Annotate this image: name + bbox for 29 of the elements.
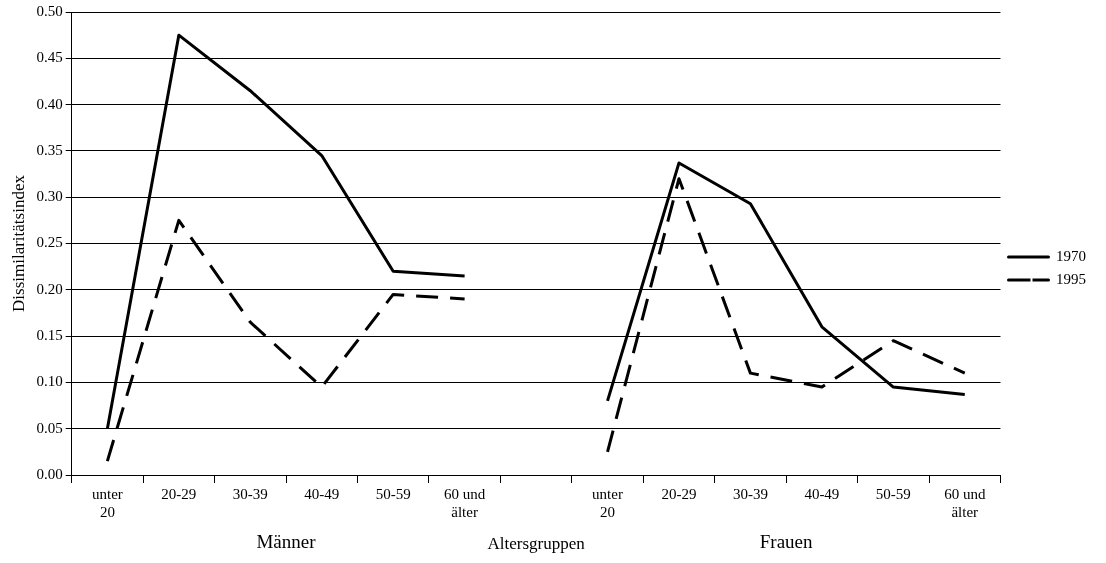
x-tick-label: 40-49 (804, 485, 840, 502)
x-tick-label: unter 20 (592, 485, 623, 520)
y-tick-label: 0.10 (36, 373, 63, 390)
x-tick-label: 60 und älter (944, 485, 986, 520)
x-tick-label: 30-39 (732, 485, 768, 502)
x-tick-label: 60 und älter (444, 485, 486, 520)
legend-label: 1995 (1056, 270, 1086, 287)
x-tick-label: 30-39 (232, 485, 268, 502)
x-tick-label: 20-29 (161, 485, 197, 502)
y-tick-label: 0.20 (36, 280, 63, 297)
y-tick-label: 0.05 (36, 419, 63, 436)
y-tick-label: 0.15 (36, 327, 63, 344)
y-tick-label: 0.35 (36, 141, 63, 158)
x-tick-label: 50-59 (375, 485, 411, 502)
x-axis-title: Altersgruppen (487, 533, 586, 553)
y-tick-label: 0.45 (36, 49, 63, 66)
y-tick-label: 0.25 (36, 234, 63, 251)
x-tick-label: 40-49 (304, 485, 340, 502)
legend-label: 1970 (1056, 247, 1086, 264)
y-axis-title: Dissimilaritätsindex (8, 174, 28, 312)
y-tick-label: 0.40 (36, 95, 63, 112)
x-tick-label: 50-59 (875, 485, 911, 502)
text: Frauen (759, 531, 814, 553)
y-tick-label: 0.00 (36, 465, 63, 482)
text: Männer (256, 531, 317, 553)
y-tick-label: 0.30 (36, 188, 63, 205)
y-tick-label: 0.50 (36, 2, 63, 19)
x-tick-label: unter 20 (91, 485, 123, 520)
x-tick-label: 20-29 (661, 485, 697, 502)
